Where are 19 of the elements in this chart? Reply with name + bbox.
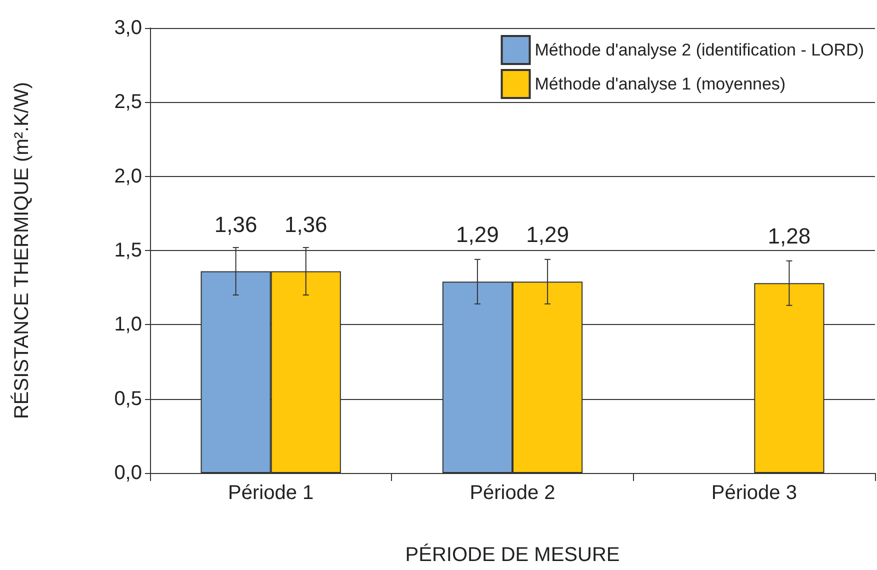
y-tick-label: 1,5: [114, 240, 142, 262]
data-label: 1,29: [456, 222, 499, 248]
x-tick-label: Période 2: [470, 482, 556, 504]
y-tick-label: 0,5: [114, 388, 142, 410]
y-tick-label: 2,5: [114, 91, 142, 114]
x-axis-title: PÉRIODE DE MESURE: [405, 543, 620, 566]
y-tick-label: 2,0: [114, 165, 142, 188]
x-tick-label: Période 3: [711, 482, 797, 504]
legend-label: Méthode d'analyse 1 (moyennes): [534, 74, 786, 94]
y-axis-title: RÉSISTANCE THERMIQUE (m².K/W): [10, 82, 33, 420]
data-label: 1,36: [284, 212, 328, 237]
y-tick-label: 3,0: [114, 17, 142, 39]
data-label: 1,36: [214, 212, 258, 237]
y-tick-label: 1,0: [114, 314, 142, 336]
data-label: 1,29: [526, 222, 569, 248]
y-tick-label: 0,0: [114, 462, 142, 484]
legend-label: Méthode d'analyse 2 (identification - LORD): [534, 40, 864, 60]
data-label: 1,28: [768, 224, 811, 249]
x-tick-label: Période 1: [228, 482, 314, 504]
